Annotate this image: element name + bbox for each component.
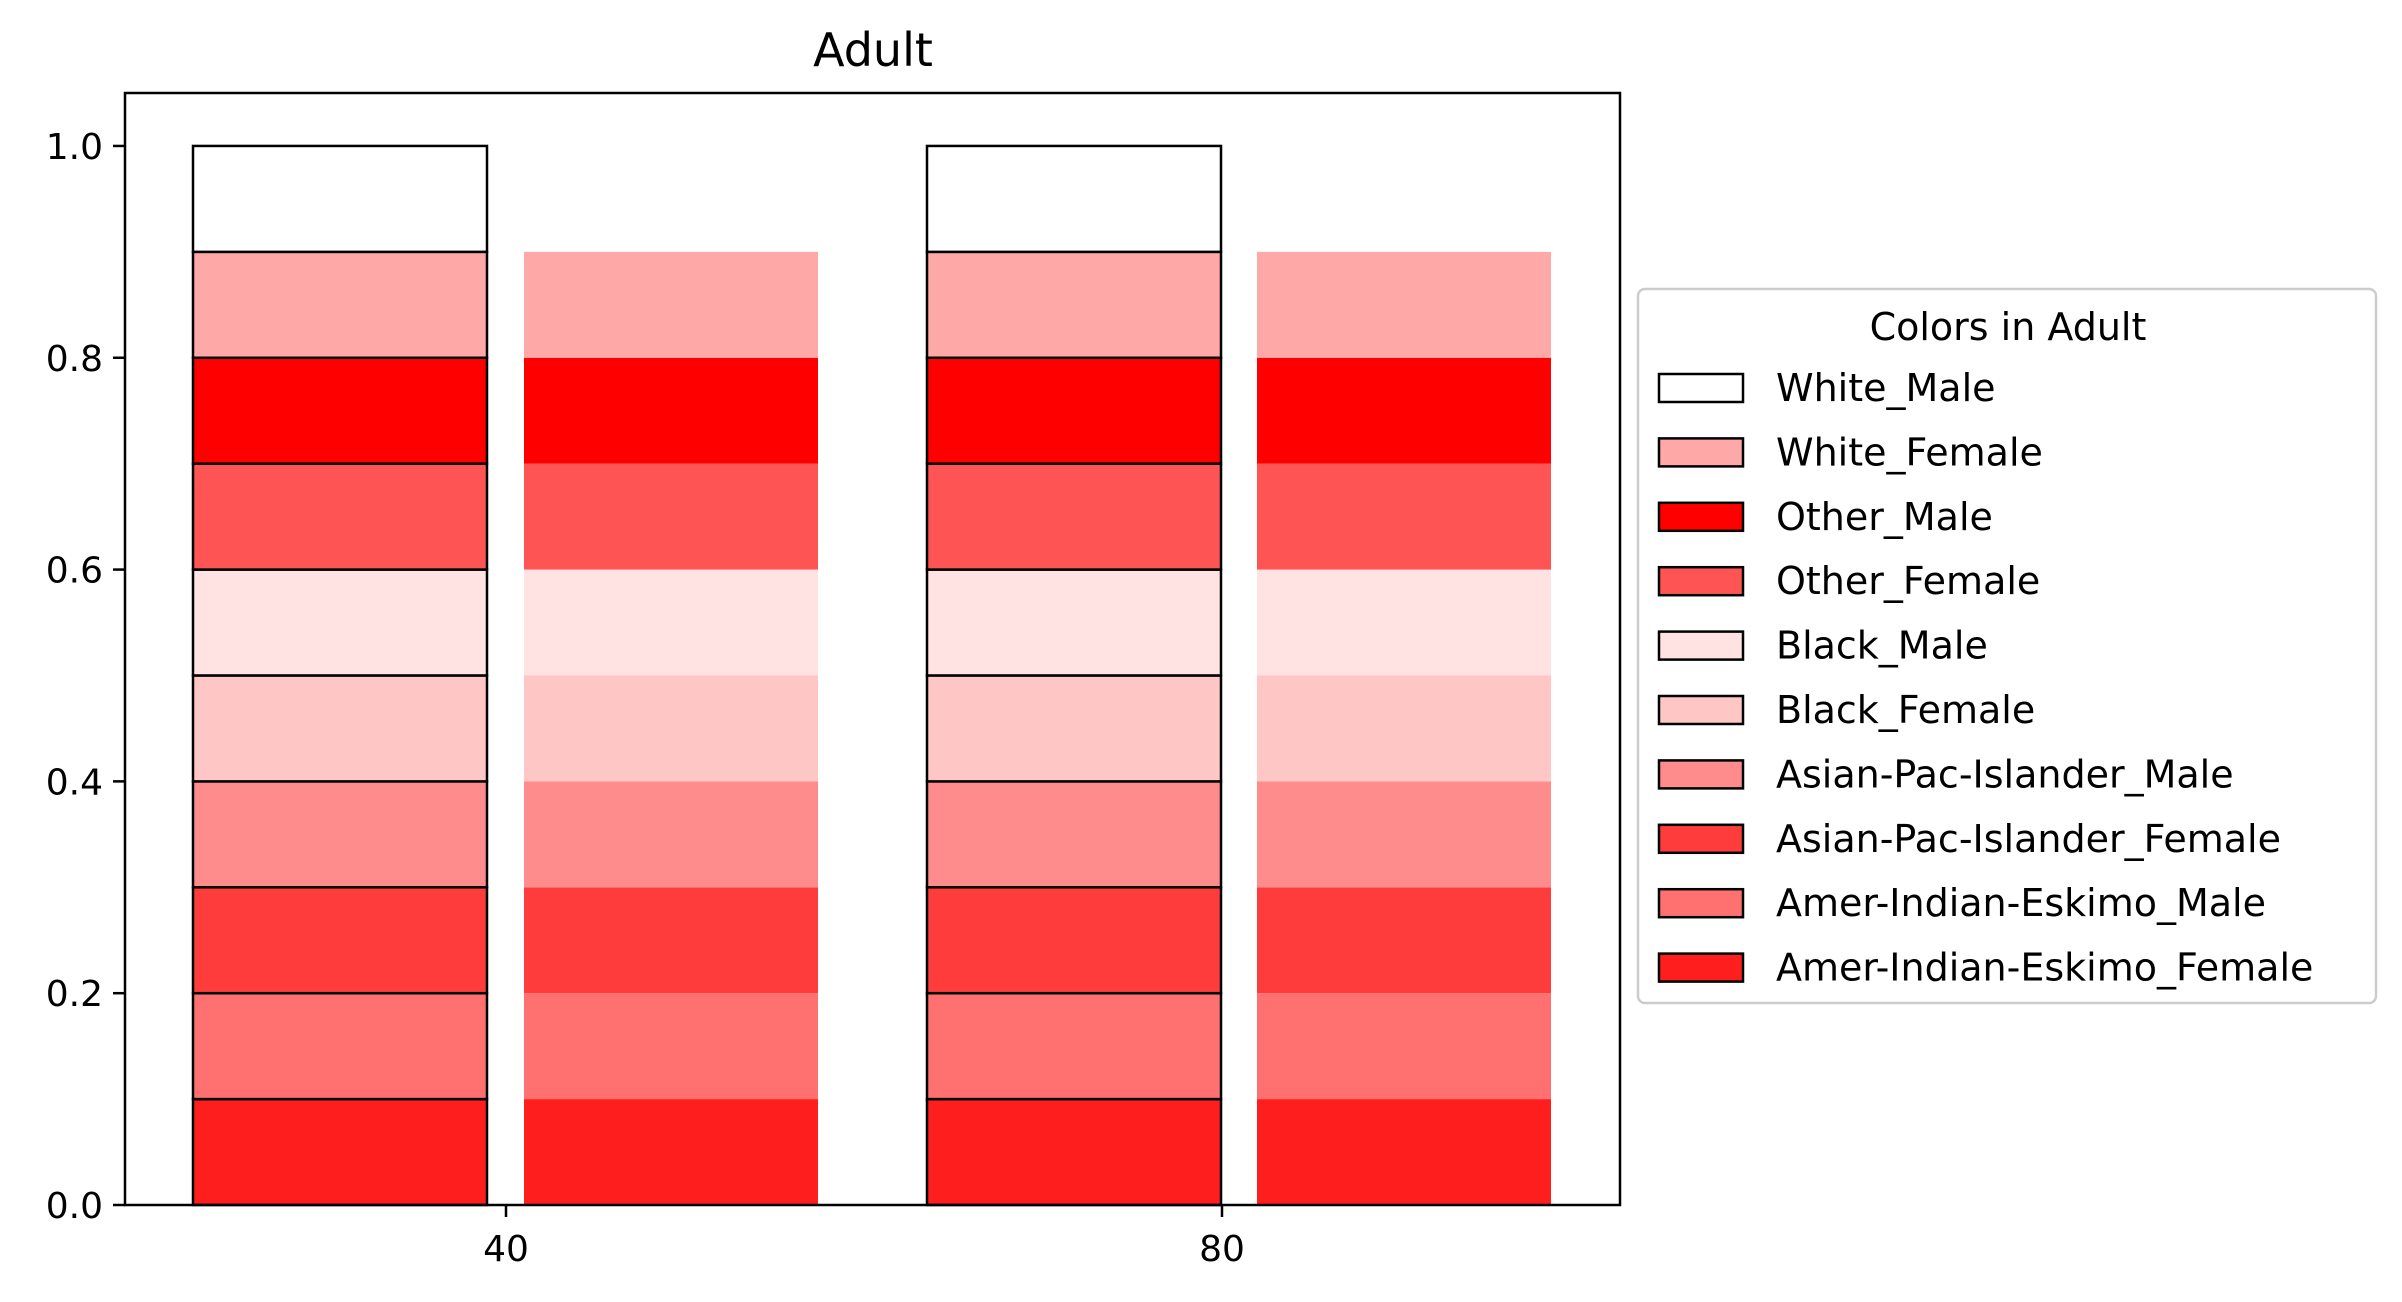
bar-segment-asian-pac-islander_female xyxy=(925,886,1223,995)
legend-swatch-asian-pac-islander_male xyxy=(1657,759,1745,790)
bar-segment-white_female xyxy=(925,250,1223,360)
bar-segment-asian-pac-islander_female xyxy=(1257,887,1551,994)
legend-swatch-other_male xyxy=(1657,501,1745,533)
legend-label-amer-indian-eskimo_male: Amer-Indian-Eskimo_Male xyxy=(1776,881,2266,925)
bar-segment-amer-indian-eskimo_male xyxy=(524,993,818,1100)
legend-label-amer-indian-eskimo_female: Amer-Indian-Eskimo_Female xyxy=(1776,946,2313,990)
legend-swatch-asian-pac-islander_female xyxy=(1657,823,1745,855)
bar-segment-white_female xyxy=(524,251,818,358)
bar-segment-other_female xyxy=(925,462,1223,571)
legend-swatch-amer-indian-eskimo_female xyxy=(1657,952,1745,983)
legend-label-white_female: White_Female xyxy=(1776,430,2043,474)
legend-swatch-black_female xyxy=(1657,694,1745,726)
y-tick-label: 0.6 xyxy=(46,551,103,592)
legend: Colors in Adult White_Male White_Female Ot… xyxy=(1636,287,2378,1005)
legend-swatch-black_male xyxy=(1657,630,1745,661)
legend-swatch-other_female xyxy=(1657,565,1745,597)
bar-segment-asian-pac-islander_male xyxy=(191,780,489,889)
bar-segment-black_female xyxy=(524,675,818,782)
y-tick-label: 0.2 xyxy=(46,974,103,1015)
bars-layer xyxy=(191,144,1551,1207)
bar-segment-white_female xyxy=(191,250,489,360)
legend-label-other_female: Other_Female xyxy=(1776,559,2040,603)
y-tick-label: 0.8 xyxy=(46,339,103,380)
bar-segment-white_male xyxy=(191,144,489,254)
y-tick-label: 0.4 xyxy=(46,762,103,803)
bar-segment-white_female xyxy=(1257,251,1551,358)
legend-title: Colors in Adult xyxy=(1870,305,2147,349)
bar-segment-black_female xyxy=(1257,675,1551,782)
bar-segment-amer-indian-eskimo_male xyxy=(1257,993,1551,1100)
bar-segment-black_female xyxy=(925,674,1223,783)
y-axis: 0.0 0.2 0.4 0.6 0.8 1.0 xyxy=(46,127,125,1227)
bar-segment-black_male xyxy=(1257,569,1551,676)
bar-segment-asian-pac-islander_female xyxy=(524,887,818,994)
bar-segment-other_female xyxy=(191,462,489,571)
bar-segment-asian-pac-islander_male xyxy=(1257,781,1551,888)
x-tick-label: 80 xyxy=(1199,1229,1245,1270)
bar-segment-amer-indian-eskimo_female xyxy=(925,1097,1223,1207)
bar-segment-amer-indian-eskimo_female xyxy=(191,1097,489,1207)
y-tick-label: 0.0 xyxy=(46,1186,103,1227)
bar-segment-black_male xyxy=(191,568,489,677)
legend-swatch-amer-indian-eskimo_male xyxy=(1657,887,1745,919)
bar-segment-other_female xyxy=(1257,463,1551,570)
legend-swatch-white_male xyxy=(1657,372,1745,404)
bar-segment-asian-pac-islander_male xyxy=(524,781,818,888)
legend-label-asian-pac-islander_male: Asian-Pac-Islander_Male xyxy=(1776,752,2234,796)
bar-segment-asian-pac-islander_male xyxy=(925,780,1223,889)
bar-segment-other_male xyxy=(524,357,818,464)
legend-swatch-white_female xyxy=(1657,437,1745,468)
bar-segment-other_male xyxy=(925,356,1223,465)
bar-segment-other_female xyxy=(524,463,818,570)
x-axis: 40 80 xyxy=(483,1205,1245,1270)
y-tick-label: 1.0 xyxy=(46,127,103,168)
legend-label-other_male: Other_Male xyxy=(1776,495,1993,539)
legend-label-white_male: White_Male xyxy=(1776,366,1996,410)
legend-label-asian-pac-islander_female: Asian-Pac-Islander_Female xyxy=(1776,817,2281,861)
x-tick-label: 40 xyxy=(483,1229,529,1270)
bar-segment-other_male xyxy=(1257,357,1551,464)
bar-segment-white_male xyxy=(925,144,1223,254)
bar-segment-amer-indian-eskimo_female xyxy=(1257,1099,1551,1205)
plot-area-frame xyxy=(123,91,1622,1207)
bar-segment-black_male xyxy=(524,569,818,676)
legend-label-black_male: Black_Male xyxy=(1776,624,1988,668)
bar-segment-black_male xyxy=(925,568,1223,677)
bar-segment-amer-indian-eskimo_male xyxy=(191,991,489,1101)
legend-frame xyxy=(1636,287,2378,1005)
bar-segment-black_female xyxy=(191,674,489,783)
bar-segment-amer-indian-eskimo_male xyxy=(925,991,1223,1101)
chart-title: Adult xyxy=(813,23,933,77)
bar-segment-other_male xyxy=(191,356,489,465)
bar-segment-asian-pac-islander_female xyxy=(191,886,489,995)
bar-segment-amer-indian-eskimo_female xyxy=(524,1099,818,1205)
legend-label-black_female: Black_Female xyxy=(1776,688,2035,732)
